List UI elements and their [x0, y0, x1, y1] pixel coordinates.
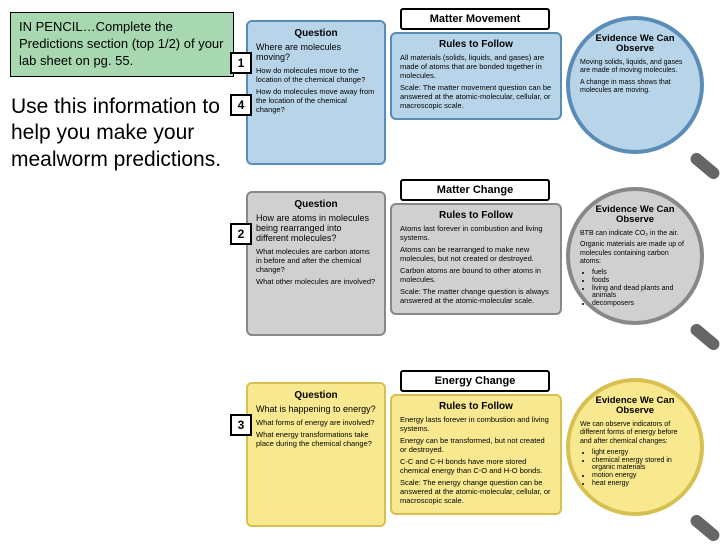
magnifier-icon: Evidence We Can Observe BTB can indicate …	[566, 187, 714, 335]
evidence-text: BTB can indicate CO₂ in the air.	[580, 230, 690, 238]
evidence-panel: Evidence We Can Observe Moving solids, li…	[566, 16, 704, 154]
evidence-text: A change in mass shows that molecules ar…	[580, 79, 690, 96]
question-sub: How do molecules move away from the loca…	[256, 87, 376, 114]
evidence-bullet: fuels	[592, 269, 690, 276]
rules-title: Rules to Follow	[400, 39, 552, 50]
rules-panel: Rules to Follow Atoms last forever in com…	[390, 203, 562, 315]
rule-text: Scale: The energy change question can be…	[400, 478, 552, 505]
rule-text: All materials (solids, liquids, and gase…	[400, 53, 552, 80]
number-box: 3	[230, 414, 252, 436]
question-title: Question	[256, 28, 376, 39]
evidence-bullet: light energy	[592, 449, 690, 456]
question-sub: How do molecules move to the location of…	[256, 66, 376, 84]
diagram-row-2: Question How are atoms in molecules being…	[246, 179, 714, 364]
question-title: Question	[256, 199, 376, 210]
question-main: What is happening to energy?	[256, 404, 376, 414]
question-main: Where are molecules moving?	[256, 42, 376, 62]
rule-text: Carbon atoms are bound to other atoms in…	[400, 266, 552, 284]
evidence-title: Evidence We Can Observe	[580, 34, 690, 55]
evidence-bullet: foods	[592, 277, 690, 284]
evidence-bullet: living and dead plants and animals	[592, 285, 690, 299]
evidence-list: light energychemical energy stored in or…	[580, 449, 690, 487]
rule-text: Energy can be transformed, but not creat…	[400, 436, 552, 454]
magnifier-handle	[688, 321, 720, 352]
diagram-row-3: Question What is happening to energy? What…	[246, 370, 714, 545]
rules-panel: Rules to Follow All materials (solids, li…	[390, 32, 562, 120]
rule-text: Energy lasts forever in combustion and l…	[400, 415, 552, 433]
carbon-time-diagram: Question Where are molecules moving? How d…	[246, 8, 714, 551]
magnifier-handle	[688, 150, 720, 181]
question-title: Question	[256, 390, 376, 401]
magnifier-handle	[688, 512, 720, 543]
section-title: Matter Movement	[400, 8, 550, 30]
evidence-text: We can observe indicators of different f…	[580, 421, 690, 446]
rules-title: Rules to Follow	[400, 210, 552, 221]
magnifier-icon: Evidence We Can Observe We can observe in…	[566, 378, 714, 526]
question-panel: Question What is happening to energy? What…	[246, 382, 386, 527]
rule-text: C-C and C-H bonds have more stored chemi…	[400, 457, 552, 475]
rule-text: Scale: The matter change question is alw…	[400, 287, 552, 305]
question-main: How are atoms in molecules being rearran…	[256, 213, 376, 243]
rules-title: Rules to Follow	[400, 401, 552, 412]
evidence-bullet: heat energy	[592, 480, 690, 487]
question-panel: Question How are atoms in molecules being…	[246, 191, 386, 336]
evidence-bullet: decomposers	[592, 300, 690, 307]
number-box: 1	[230, 52, 252, 74]
question-panel: Question Where are molecules moving? How d…	[246, 20, 386, 165]
evidence-text: Organic materials are made up of molecul…	[580, 241, 690, 266]
evidence-bullet: motion energy	[592, 472, 690, 479]
evidence-title: Evidence We Can Observe	[580, 396, 690, 417]
evidence-panel: Evidence We Can Observe BTB can indicate …	[566, 187, 704, 325]
magnifier-icon: Evidence We Can Observe Moving solids, li…	[566, 16, 714, 164]
rules-panel: Rules to Follow Energy lasts forever in c…	[390, 394, 562, 515]
question-sub: What energy transformations take place d…	[256, 430, 376, 448]
evidence-bullet: chemical energy stored in organic materi…	[592, 457, 690, 471]
rule-text: Atoms last forever in combustion and liv…	[400, 224, 552, 242]
diagram-row-1: Question Where are molecules moving? How d…	[246, 8, 714, 173]
section-title: Energy Change	[400, 370, 550, 392]
rule-text: Atoms can be rearranged to make new mole…	[400, 245, 552, 263]
question-sub: What molecules are carbon atoms in befor…	[256, 247, 376, 274]
number-box: 2	[230, 223, 252, 245]
number-box: 4	[230, 94, 252, 116]
hint-text: Use this information to help you make yo…	[11, 94, 233, 173]
question-sub: What other molecules are involved?	[256, 277, 376, 286]
section-title: Matter Change	[400, 179, 550, 201]
instruction-box: IN PENCIL…Complete the Predictions secti…	[10, 12, 234, 77]
evidence-text: Moving solids, liquids, and gases are ma…	[580, 59, 690, 76]
rule-text: Scale: The matter movement question can …	[400, 83, 552, 110]
evidence-title: Evidence We Can Observe	[580, 205, 690, 226]
evidence-list: fuelsfoodsliving and dead plants and ani…	[580, 269, 690, 307]
evidence-panel: Evidence We Can Observe We can observe in…	[566, 378, 704, 516]
question-sub: What forms of energy are involved?	[256, 418, 376, 427]
